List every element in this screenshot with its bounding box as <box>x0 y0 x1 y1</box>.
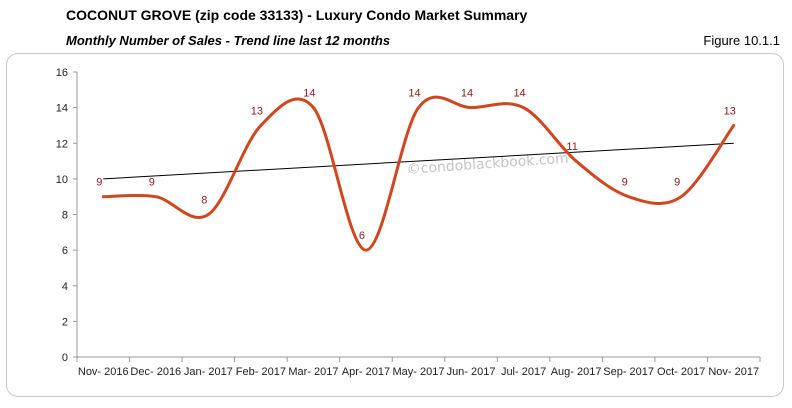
trend-line <box>103 142 734 180</box>
y-tick-label: 16 <box>56 67 68 79</box>
data-label: 14 <box>408 88 420 100</box>
data-label: 9 <box>96 177 102 189</box>
x-tick-label: May- 2017 <box>393 366 445 378</box>
y-tick-label: 0 <box>62 352 68 364</box>
y-tick-label: 4 <box>62 281 68 293</box>
x-tick-label: Nov- 2016 <box>78 366 129 378</box>
x-tick-label: Nov- 2017 <box>708 366 759 378</box>
x-tick-label: Jul- 2017 <box>501 366 546 378</box>
data-label: 14 <box>513 88 525 100</box>
data-label: 9 <box>149 177 155 189</box>
x-tick-label: Dec- 2016 <box>130 366 181 378</box>
y-tick-label: 12 <box>56 138 68 150</box>
data-label: 9 <box>622 177 628 189</box>
y-tick-label: 8 <box>62 210 68 222</box>
x-tick-label: Mar- 2017 <box>288 366 338 378</box>
chart-title: COCONUT GROVE (zip code 33133) - Luxury … <box>66 7 528 23</box>
y-tick-label: 14 <box>56 103 68 115</box>
x-tick-label: Feb- 2017 <box>236 366 286 378</box>
x-tick-label: Jan- 2017 <box>184 366 233 378</box>
x-tick-labels: Nov- 2016 Dec- 2016 Jan- 2017 Feb- 2017 Mar-… <box>78 366 759 378</box>
data-label: 14 <box>461 88 473 100</box>
watermark: ©condoblackbook.com <box>406 151 569 178</box>
x-tick-label: Sep- 2017 <box>603 366 654 378</box>
data-labels: 9 9 8 13 14 6 14 14 14 11 9 9 13 <box>96 88 736 243</box>
data-label: 14 <box>303 88 315 100</box>
x-tick-label: Oct- 2017 <box>657 366 705 378</box>
x-tick-label: Aug- 2017 <box>551 366 602 378</box>
y-tick-label: 10 <box>56 174 68 186</box>
data-label: 9 <box>674 177 680 189</box>
y-tick-label: 2 <box>62 316 68 328</box>
x-tick-label: Apr- 2017 <box>342 366 390 378</box>
chart-frame <box>6 53 784 397</box>
x-tick-label: Jun- 2017 <box>447 366 496 378</box>
data-label: 13 <box>251 105 263 117</box>
series-line <box>101 95 736 252</box>
y-tick-labels: 0 2 4 6 8 10 12 14 16 <box>56 67 68 364</box>
data-label: 11 <box>566 141 577 153</box>
data-label: 13 <box>724 105 736 117</box>
chart-subtitle: Monthly Number of Sales - Trend line las… <box>66 33 391 48</box>
y-tick-label: 6 <box>62 245 68 257</box>
axes <box>73 71 761 362</box>
data-label: 6 <box>359 230 365 242</box>
trend-line-path <box>103 142 734 180</box>
series-path <box>101 95 736 252</box>
figure-label: Figure 10.1.1 <box>703 33 780 48</box>
data-label: 8 <box>201 195 207 207</box>
